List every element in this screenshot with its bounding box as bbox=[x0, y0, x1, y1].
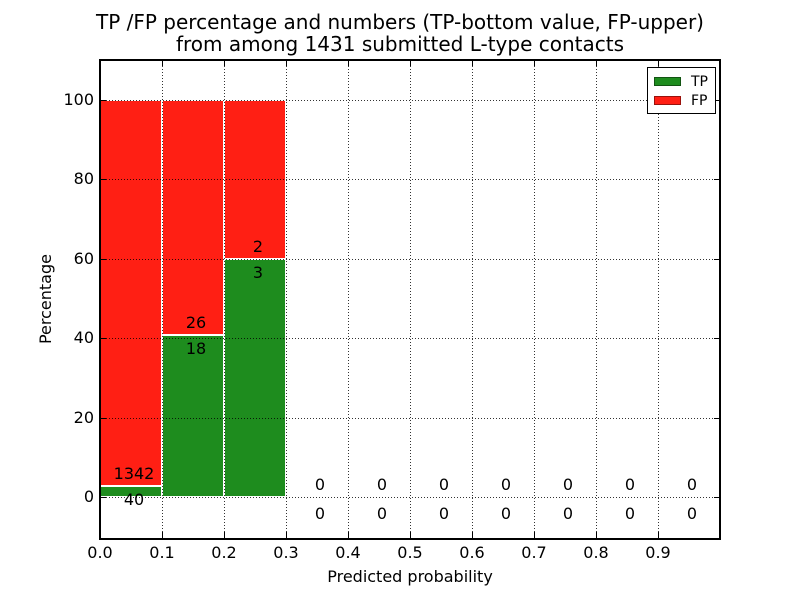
x-tick-label: 0.8 bbox=[583, 543, 609, 562]
x-tick-top bbox=[162, 60, 163, 66]
x-tick-top bbox=[534, 60, 535, 66]
bar-segment-tp bbox=[224, 258, 286, 497]
y-tick-right bbox=[714, 258, 720, 260]
x-tick-bottom bbox=[100, 532, 101, 538]
fp-count-label: 0 bbox=[624, 475, 636, 495]
y-tick-label: 100 bbox=[63, 90, 94, 109]
y-tick-left bbox=[100, 258, 106, 260]
fp-count-label: 0 bbox=[500, 475, 512, 495]
gridline-vertical bbox=[658, 60, 659, 538]
x-tick-top bbox=[348, 60, 349, 66]
legend-label-fp: FP bbox=[691, 92, 708, 109]
legend-swatch-tp bbox=[654, 77, 681, 86]
gridline-vertical bbox=[286, 60, 287, 538]
x-tick-bottom bbox=[286, 532, 287, 538]
tp-count-label: 0 bbox=[562, 504, 574, 523]
x-tick-label: 0.6 bbox=[459, 543, 485, 562]
legend-item-fp: FP bbox=[648, 91, 715, 110]
tp-count-label: 0 bbox=[438, 504, 450, 523]
legend-label-tp: TP bbox=[691, 73, 708, 90]
fp-count-label: 0 bbox=[314, 475, 326, 495]
gridline-vertical bbox=[472, 60, 473, 538]
y-tick-left bbox=[100, 179, 106, 181]
x-tick-bottom bbox=[162, 532, 163, 538]
y-tick-label: 20 bbox=[73, 407, 94, 427]
x-tick-bottom bbox=[348, 532, 349, 538]
y-axis-title: Percentage bbox=[36, 254, 55, 345]
x-tick-top bbox=[596, 60, 597, 66]
tp-count-label: 0 bbox=[314, 504, 326, 523]
x-tick-bottom bbox=[410, 532, 411, 538]
gridline-vertical bbox=[224, 60, 225, 538]
gridline-vertical bbox=[596, 60, 597, 538]
y-tick-right bbox=[714, 497, 720, 498]
tp-count-label: 0 bbox=[624, 504, 636, 523]
y-tick-label: 80 bbox=[73, 169, 94, 189]
gridline-vertical bbox=[410, 60, 411, 538]
x-tick-label: 0.4 bbox=[335, 543, 361, 562]
tp-count-label: 18 bbox=[185, 338, 207, 358]
y-tick-right bbox=[714, 179, 720, 181]
legend-item-tp: TP bbox=[648, 72, 715, 91]
y-tick-left bbox=[100, 417, 106, 419]
bar-segment-tp bbox=[162, 334, 224, 497]
x-tick-label: 0.1 bbox=[149, 543, 175, 562]
x-tick-bottom bbox=[596, 532, 597, 538]
x-tick-label: 0.7 bbox=[521, 543, 547, 562]
tp-count-label: 40 bbox=[123, 489, 145, 509]
gridline-vertical bbox=[348, 60, 349, 538]
chart-title-line-1: TP /FP percentage and numbers (TP-bottom… bbox=[96, 10, 704, 34]
x-tick-label: 0.2 bbox=[211, 543, 237, 562]
fp-count-label: 0 bbox=[438, 475, 450, 495]
x-tick-label: 0.3 bbox=[273, 543, 299, 562]
x-tick-label: 0.0 bbox=[87, 543, 113, 562]
y-tick-label: 60 bbox=[73, 248, 94, 268]
fp-count-label: 0 bbox=[562, 475, 574, 495]
y-tick-right bbox=[714, 417, 720, 419]
chart-title: TP /FP percentage and numbers (TP-bottom… bbox=[0, 11, 800, 55]
y-tick-label: 40 bbox=[73, 328, 94, 348]
fp-count-label: 0 bbox=[376, 475, 388, 495]
tp-count-label: 0 bbox=[500, 504, 512, 523]
x-tick-bottom bbox=[472, 532, 473, 538]
x-tick-top bbox=[224, 60, 225, 66]
bar-segment-fp bbox=[162, 100, 224, 335]
bar-segment-fp bbox=[100, 100, 162, 486]
y-tick-left bbox=[100, 338, 106, 340]
x-tick-top bbox=[100, 60, 101, 66]
tp-count-label: 0 bbox=[686, 504, 698, 523]
x-tick-top bbox=[658, 60, 659, 66]
y-tick-left bbox=[100, 497, 106, 498]
fp-count-label: 1342 bbox=[113, 463, 155, 483]
y-tick-label: 0 bbox=[83, 487, 94, 506]
chart-title-line-2: from among 1431 submitted L-type contact… bbox=[175, 32, 625, 56]
gridline-vertical bbox=[534, 60, 535, 538]
x-tick-bottom bbox=[658, 532, 659, 538]
y-tick-right bbox=[714, 338, 720, 340]
x-tick-label: 0.5 bbox=[397, 543, 423, 562]
fp-count-label: 2 bbox=[252, 236, 264, 256]
tp-count-label: 0 bbox=[376, 504, 388, 523]
x-tick-label: 0.9 bbox=[645, 543, 671, 562]
y-tick-left bbox=[100, 100, 106, 101]
gridline-vertical bbox=[162, 60, 163, 538]
fp-count-label: 26 bbox=[185, 312, 207, 332]
tp-count-label: 3 bbox=[252, 262, 264, 282]
x-tick-top bbox=[286, 60, 287, 66]
legend-swatch-fp bbox=[654, 96, 681, 105]
x-axis-title: Predicted probability bbox=[327, 567, 493, 586]
legend-box: TP FP bbox=[647, 67, 716, 114]
fp-count-label: 0 bbox=[686, 475, 698, 495]
x-tick-bottom bbox=[224, 532, 225, 538]
x-tick-top bbox=[472, 60, 473, 66]
x-tick-top bbox=[410, 60, 411, 66]
x-tick-bottom bbox=[534, 532, 535, 538]
y-tick-right bbox=[714, 100, 720, 101]
plot-area: 1342 40 26 18 2 3 0 0 0 0 0 0 0 0 0 0 0 0 0 0 bbox=[100, 60, 720, 538]
